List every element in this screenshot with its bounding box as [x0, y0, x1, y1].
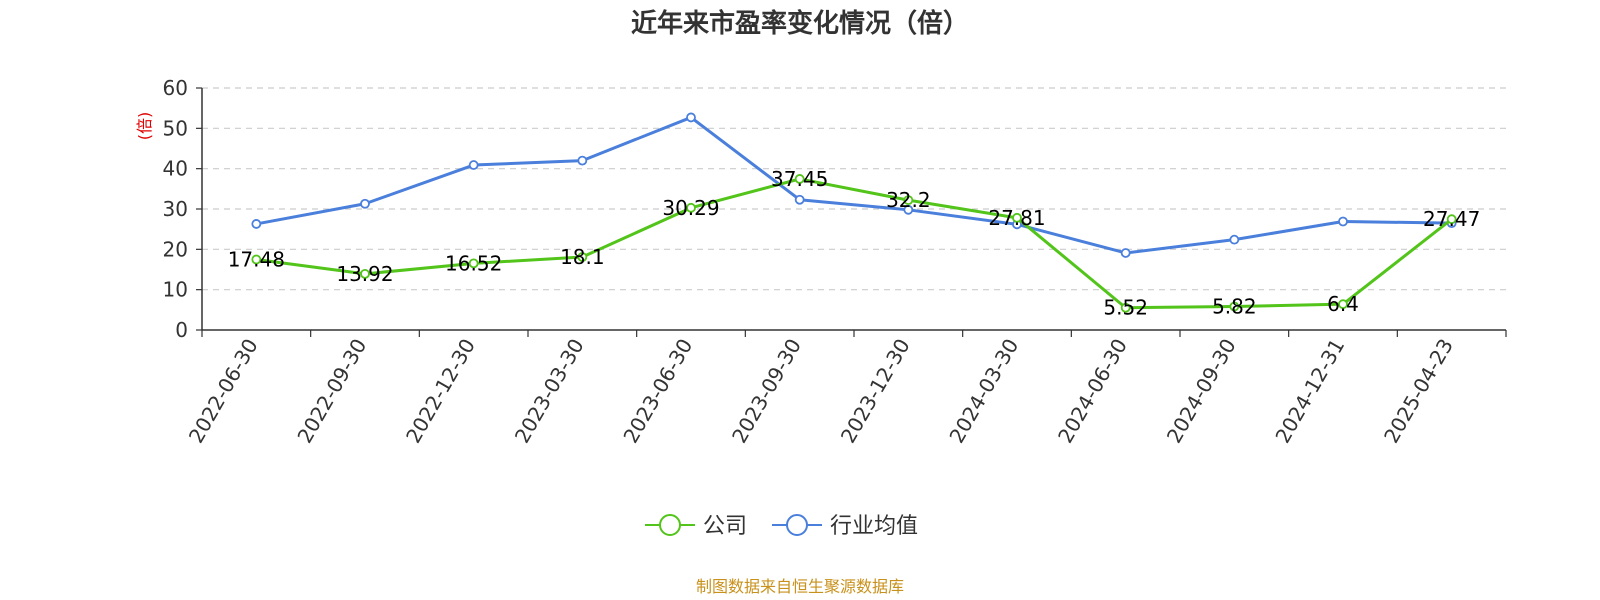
- x-tick-label: 2024-06-30: [1053, 335, 1132, 448]
- data-point: [903, 204, 914, 215]
- data-point: [468, 258, 479, 269]
- x-tick-label: 2023-06-30: [618, 335, 697, 448]
- x-tick-label: 2022-09-30: [292, 335, 371, 448]
- data-label: 30.29: [662, 196, 719, 220]
- data-point: [1229, 301, 1240, 312]
- data-label: 18.1: [560, 245, 605, 269]
- legend[interactable]: 公司 行业均值: [645, 514, 918, 539]
- data-point: [577, 252, 588, 262]
- data-point: [1338, 216, 1348, 227]
- data-point: [794, 174, 805, 184]
- data-point: [1446, 214, 1457, 225]
- x-tick-label: 2023-03-30: [510, 335, 589, 448]
- series-line-company: [256, 177, 1453, 310]
- data-point: [1120, 302, 1131, 313]
- data-labels: 17.48 13.92 16.52 18.1 30.29 37.45 32.2 27.81 5.…: [228, 167, 1481, 320]
- x-tick-label: 2022-06-30: [184, 335, 263, 448]
- data-point: [686, 112, 696, 123]
- data-point: [360, 198, 370, 209]
- source-note: 制图数据来自恒生聚源数据库: [696, 577, 904, 596]
- y-axis-label: (倍): [135, 112, 154, 141]
- data-label: 17.48: [228, 247, 285, 271]
- x-tick-label: 2024-12-31: [1270, 335, 1349, 448]
- x-tick-label: 2025-04-23: [1379, 335, 1458, 448]
- data-label: 6.4: [1327, 292, 1359, 316]
- data-label: 27.47: [1423, 207, 1480, 231]
- data-label: 5.82: [1212, 295, 1257, 319]
- data-label: 37.45: [771, 167, 828, 191]
- y-tick-label: 50: [163, 116, 188, 140]
- data-label: 13.92: [336, 262, 393, 286]
- data-label: 16.52: [445, 251, 502, 275]
- y-tick-label: 60: [163, 76, 188, 100]
- data-label: 5.52: [1103, 296, 1148, 320]
- data-point: [251, 254, 262, 265]
- data-label: 27.81: [988, 206, 1045, 230]
- data-label: 32.2: [886, 188, 931, 212]
- data-point: [1120, 248, 1131, 258]
- x-tick-label: 2022-12-30: [401, 334, 480, 447]
- y-tick-label: 0: [175, 318, 188, 342]
- chart-title: 近年来市盈率变化情况（倍）: [631, 8, 969, 39]
- series-lines: [251, 112, 1457, 313]
- data-point: [686, 202, 696, 213]
- y-tick-label: 40: [163, 157, 188, 181]
- x-tick-label: 2024-09-30: [1162, 335, 1241, 448]
- y-tick-label: 20: [163, 237, 188, 261]
- legend-label: 行业均值: [830, 514, 918, 539]
- data-point: [577, 155, 588, 166]
- data-point: [1338, 299, 1348, 310]
- data-point: [1012, 212, 1022, 223]
- data-point: [1229, 234, 1240, 245]
- legend-item-company[interactable]: 公司: [645, 514, 747, 539]
- data-point: [251, 219, 262, 229]
- legend-label: 公司: [703, 514, 747, 539]
- legend-item-industry[interactable]: 行业均值: [772, 514, 918, 539]
- data-point: [360, 268, 370, 279]
- y-tick-label: 10: [163, 278, 188, 302]
- data-point: [794, 194, 805, 205]
- series-line-industry: [256, 115, 1452, 255]
- y-tick-label: 30: [163, 197, 188, 221]
- data-point: [468, 160, 479, 170]
- legend-marker: [786, 514, 808, 536]
- x-tick-label: 2023-12-30: [836, 334, 915, 447]
- data-point: [903, 195, 914, 206]
- legend-marker: [659, 514, 681, 536]
- x-tick-label: 2024-03-30: [944, 335, 1023, 448]
- x-tick-label: 2023-09-30: [727, 335, 806, 448]
- gridlines: [202, 87, 1506, 291]
